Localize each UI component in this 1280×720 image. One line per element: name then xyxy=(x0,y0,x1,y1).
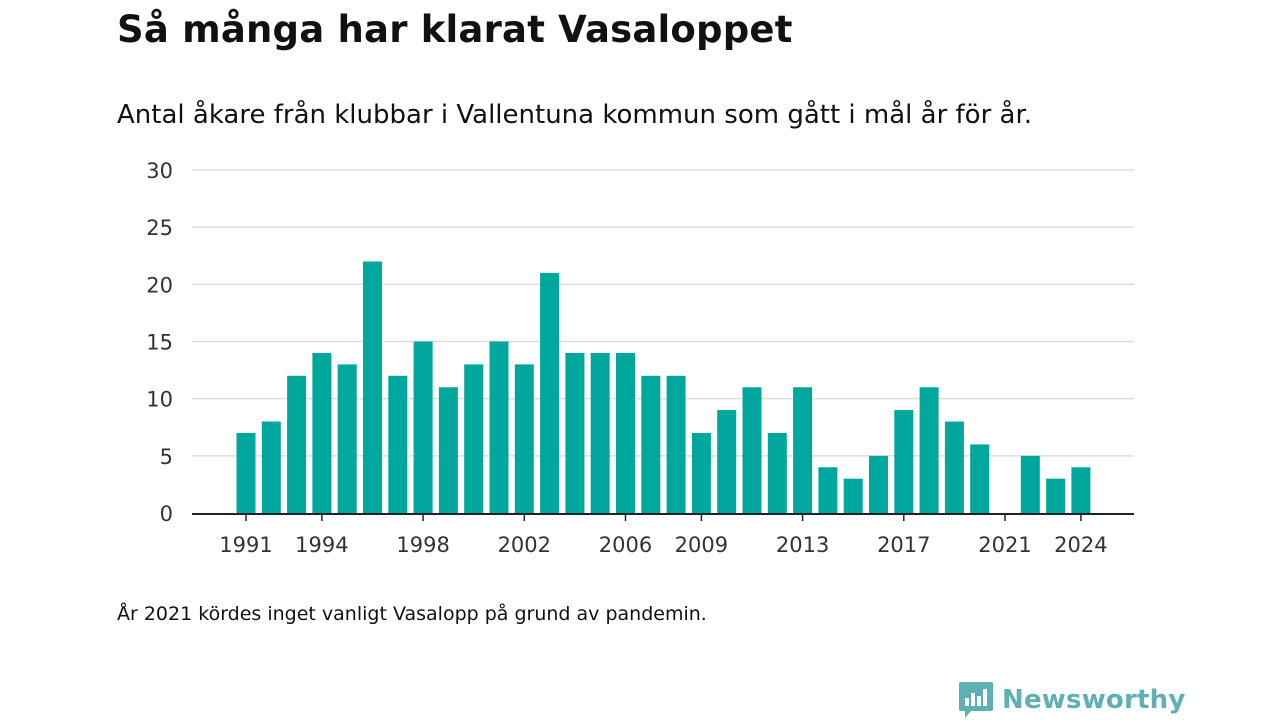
y-tick-label: 25 xyxy=(146,216,173,240)
bar-2018 xyxy=(919,387,939,513)
bars xyxy=(236,261,1091,513)
brand-name: Newsworthy xyxy=(1002,685,1186,715)
bar-1999 xyxy=(438,387,458,513)
bar-chart: 0 5 10 15 20 25 30 1991 1994 1998 2002 2006 2009 201… xyxy=(146,159,1134,557)
grid-lines xyxy=(192,169,1134,457)
bar-1991 xyxy=(236,432,256,513)
bar-2004 xyxy=(565,352,585,513)
footnote: År 2021 kördes inget vanligt Vasalopp på… xyxy=(117,603,707,625)
bar-2024 xyxy=(1071,467,1091,513)
bar-2013 xyxy=(793,387,813,513)
y-axis-ticks: 0 5 10 15 20 25 30 xyxy=(146,159,173,526)
bar-2014 xyxy=(818,467,838,513)
bar-2019 xyxy=(944,421,964,513)
bar-2017 xyxy=(894,410,914,513)
bar-2012 xyxy=(767,432,787,513)
bar-1998 xyxy=(413,341,433,513)
x-tick-label: 2024 xyxy=(1054,533,1107,557)
bar-2001 xyxy=(489,341,509,513)
brand-logo[interactable]: Newsworthy xyxy=(958,680,1185,720)
y-tick-label: 5 xyxy=(160,445,173,469)
bar-2009 xyxy=(691,432,711,513)
bar-1993 xyxy=(287,375,307,513)
bar-2016 xyxy=(869,455,888,513)
y-tick-label: 0 xyxy=(160,502,173,526)
bar-1992 xyxy=(261,421,281,513)
bar-2007 xyxy=(641,375,661,513)
x-tick-label: 1994 xyxy=(295,533,348,557)
chart-subtitle: Antal åkare från klubbar i Vallentuna ko… xyxy=(117,100,1033,130)
bar-2000 xyxy=(464,364,484,513)
x-tick-label: 2002 xyxy=(498,533,551,557)
bar-2023 xyxy=(1046,478,1066,513)
x-axis-ticks: 1991 1994 1998 2002 2006 2009 2013 2017 2021 2024 xyxy=(219,514,1108,557)
bar-2022 xyxy=(1020,455,1040,513)
x-tick-label: 2021 xyxy=(978,533,1031,557)
x-tick-label: 1998 xyxy=(396,533,449,557)
bar-1994 xyxy=(312,352,332,513)
bar-2006 xyxy=(616,352,635,513)
bar-2002 xyxy=(514,364,534,513)
y-tick-label: 30 xyxy=(146,159,173,183)
bar-2011 xyxy=(742,387,762,513)
x-tick-label: 2009 xyxy=(675,533,728,557)
bar-1995 xyxy=(337,364,357,513)
bar-2020 xyxy=(970,444,990,513)
x-tick-label: 1991 xyxy=(219,533,272,557)
x-tick-label: 2006 xyxy=(599,533,652,557)
newsworthy-logo-icon xyxy=(959,682,993,718)
y-tick-label: 10 xyxy=(146,388,173,412)
chart-title: Så många har klarat Vasaloppet xyxy=(117,8,793,51)
x-tick-label: 2017 xyxy=(877,533,930,557)
y-tick-label: 15 xyxy=(146,331,173,355)
x-tick-label: 2013 xyxy=(776,533,829,557)
bar-2010 xyxy=(717,410,737,513)
bar-1997 xyxy=(388,375,408,513)
y-tick-label: 20 xyxy=(146,273,173,297)
bar-2003 xyxy=(540,272,560,513)
bar-2015 xyxy=(843,478,863,513)
bar-2005 xyxy=(590,352,610,513)
bar-2008 xyxy=(666,375,686,513)
bar-1996 xyxy=(363,261,382,513)
